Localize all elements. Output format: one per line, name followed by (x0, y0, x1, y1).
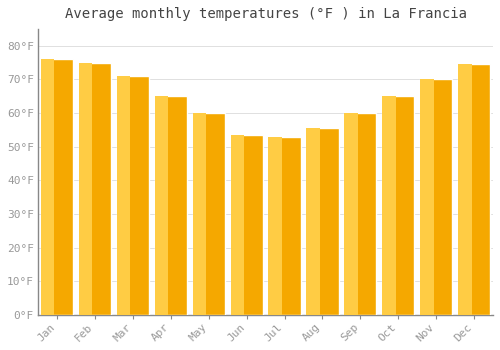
Bar (41, 59, 73, 315)
Bar (230, 135, 244, 315)
Bar (458, 64, 490, 315)
Bar (117, 76, 130, 315)
Bar (382, 96, 414, 315)
Bar (41, 59, 54, 315)
Bar (382, 96, 396, 315)
Bar (230, 135, 262, 315)
Bar (192, 113, 206, 315)
Bar (117, 76, 149, 315)
Bar (154, 96, 187, 315)
Bar (344, 113, 358, 315)
Bar (154, 96, 168, 315)
Bar (79, 63, 92, 315)
Bar (420, 79, 434, 315)
Bar (420, 79, 452, 315)
Bar (306, 128, 320, 315)
Bar (306, 128, 338, 315)
Bar (192, 113, 225, 315)
Bar (79, 63, 111, 315)
Bar (458, 64, 471, 315)
Bar (268, 136, 282, 315)
Title: Average monthly temperatures (°F ) in La Francia: Average monthly temperatures (°F ) in La… (64, 7, 466, 21)
Bar (344, 113, 376, 315)
Bar (268, 136, 300, 315)
